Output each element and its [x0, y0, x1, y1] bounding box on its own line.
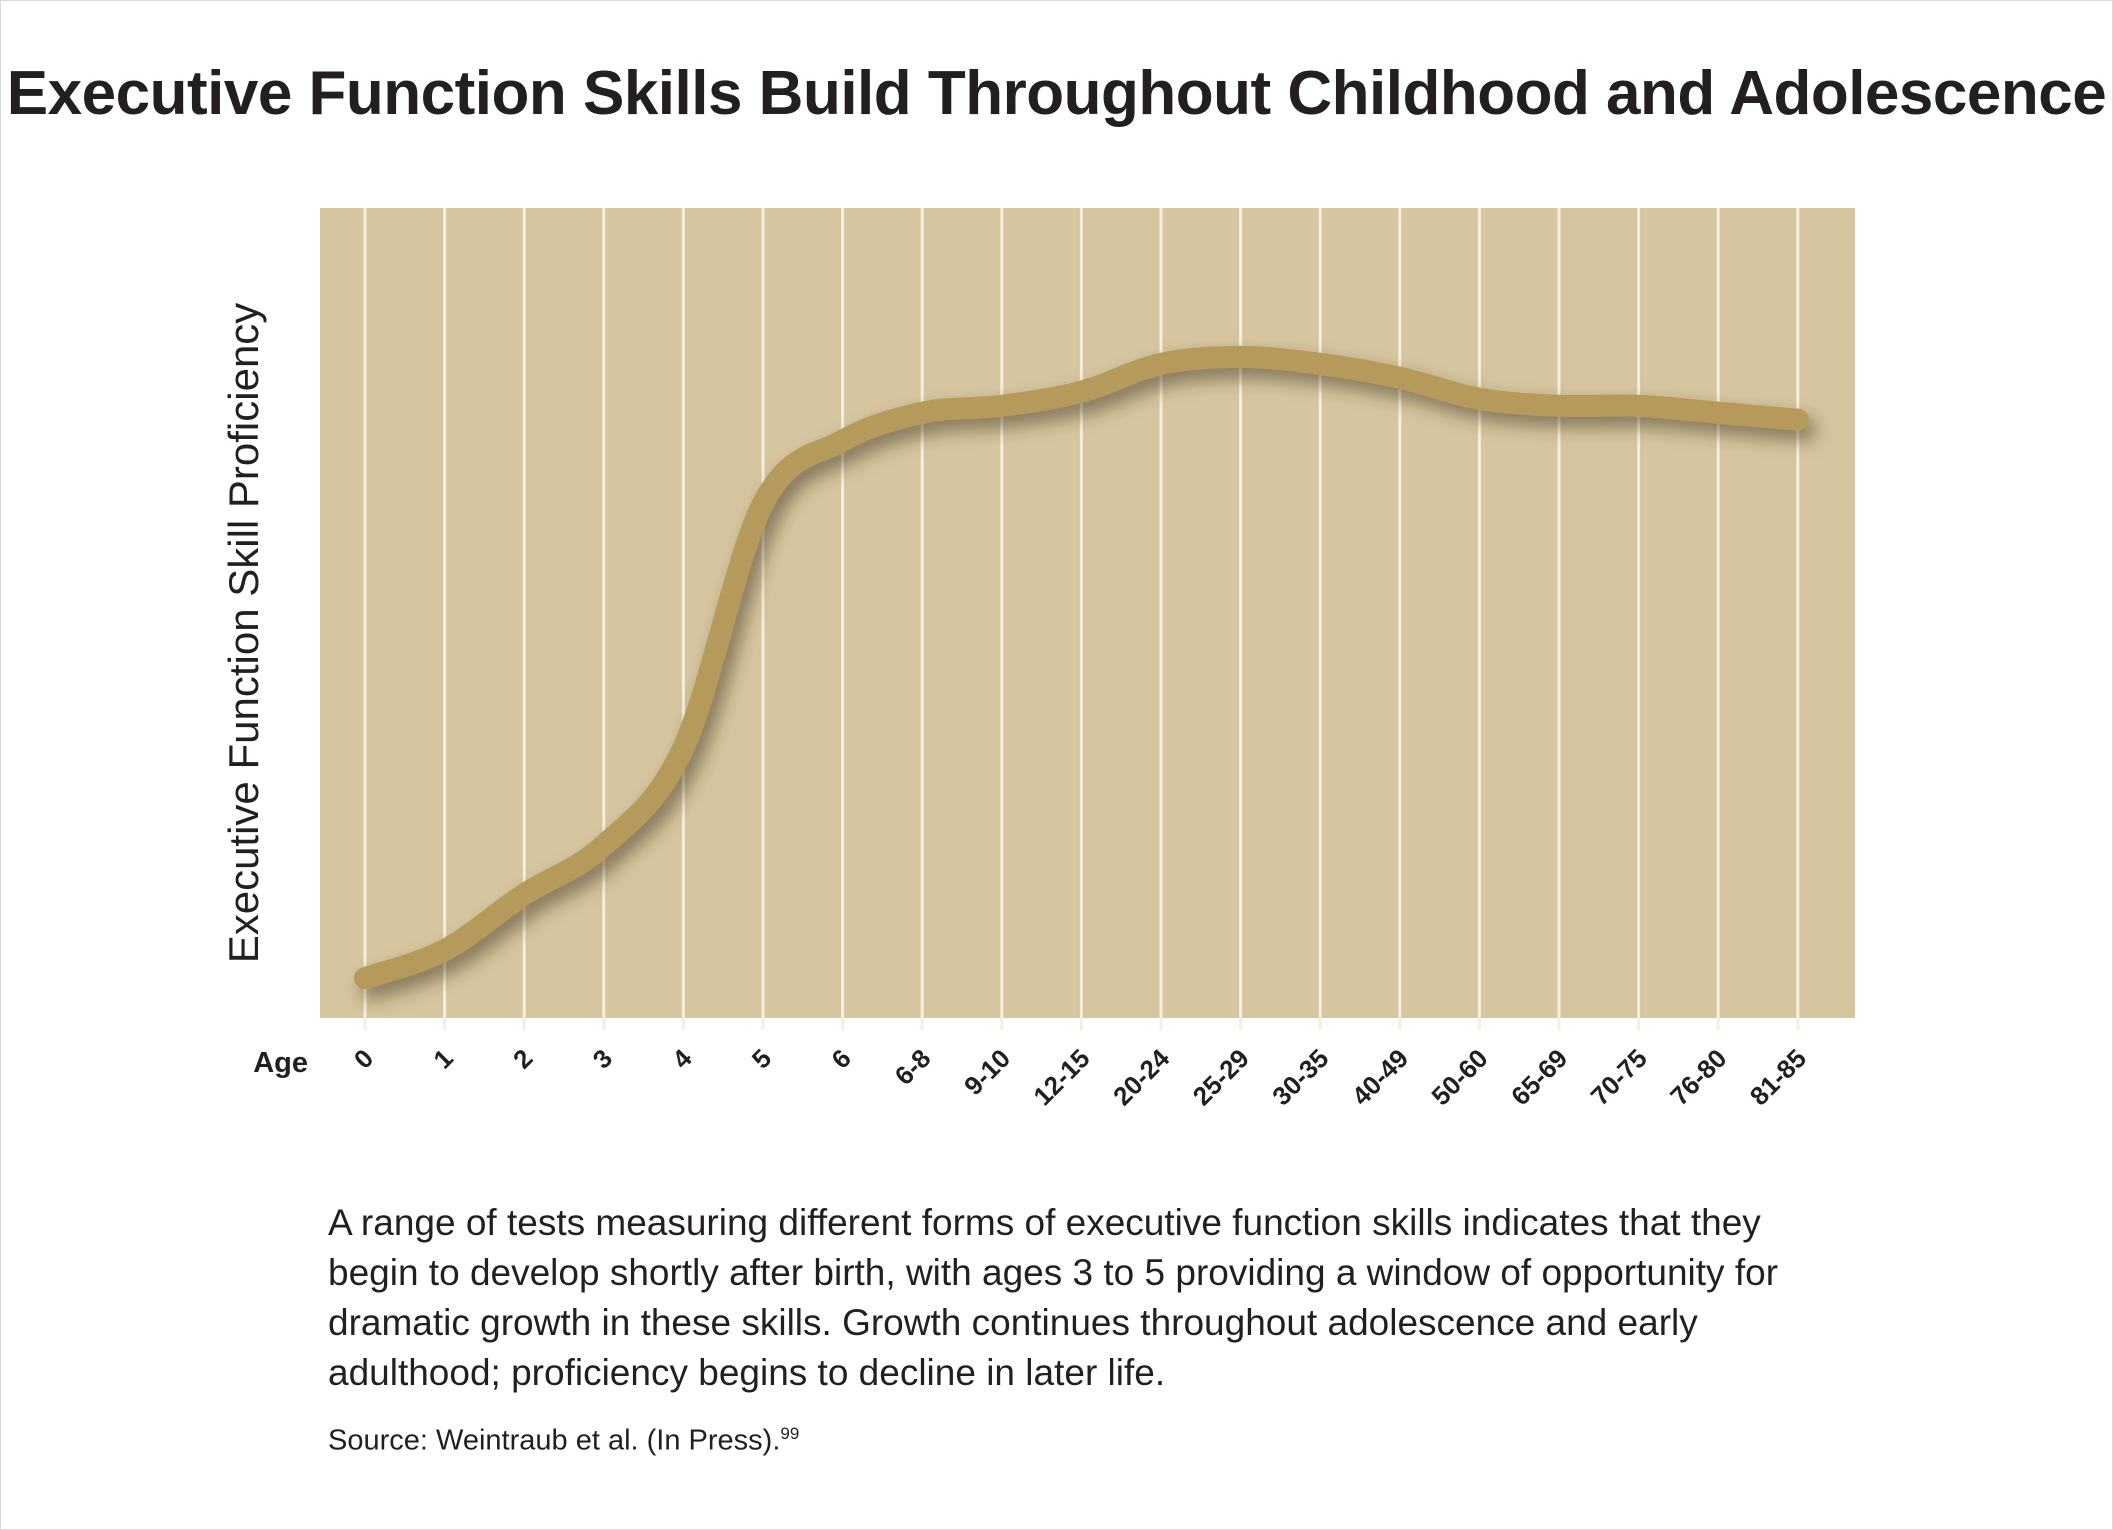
x-tick-label: 70-75	[1585, 1043, 1653, 1111]
x-tick-label: 6-8	[889, 1043, 937, 1091]
source-text: Source: Weintraub et al. (In Press).	[328, 1424, 781, 1457]
x-tick-label: 65-69	[1505, 1043, 1573, 1111]
chart-svg: Executive Function Skill Proficiency Age…	[220, 208, 1855, 1112]
x-tick-label: 25-29	[1187, 1043, 1255, 1111]
x-tick-label: 5	[746, 1043, 777, 1074]
x-tick-label: 50-60	[1425, 1043, 1493, 1111]
grid-lines	[363, 208, 1800, 1030]
x-tick-label: 40-49	[1346, 1043, 1414, 1111]
source-note: Source: Weintraub et al. (In Press).99	[328, 1424, 799, 1458]
x-tick-label: 76-80	[1664, 1043, 1732, 1111]
x-tick-labels: 0 1 2 3 4 5 6 6-8 9-10 12-15 20-24 25-29 30-35 40-49 5…	[348, 1043, 1812, 1112]
caption-text: A range of tests measuring different for…	[328, 1202, 1779, 1393]
x-tick-label: 12-15	[1027, 1043, 1095, 1111]
x-tick-label: 1	[427, 1043, 458, 1074]
x-axis-label: Age	[253, 1047, 308, 1079]
plot-area	[320, 208, 1855, 1018]
x-tick-label: 30-35	[1266, 1043, 1334, 1111]
x-tick-label: 81-85	[1744, 1043, 1812, 1111]
x-tick-label: 6	[825, 1043, 856, 1074]
curve-layer	[354, 345, 1809, 990]
x-tick-label: 4	[666, 1043, 698, 1075]
series-line-proficiency	[354, 345, 1809, 990]
chart-title: Executive Function Skills Build Througho…	[6, 59, 2107, 128]
y-axis-label: Executive Function Skill Proficiency	[220, 303, 267, 964]
x-tick-label: 9-10	[958, 1043, 1016, 1101]
x-tick-label: 0	[348, 1043, 379, 1074]
x-tick-label: 20-24	[1107, 1043, 1176, 1112]
source-reference: 99	[780, 1424, 800, 1443]
x-tick-label: 3	[587, 1043, 618, 1074]
x-tick-label: 2	[507, 1043, 538, 1074]
